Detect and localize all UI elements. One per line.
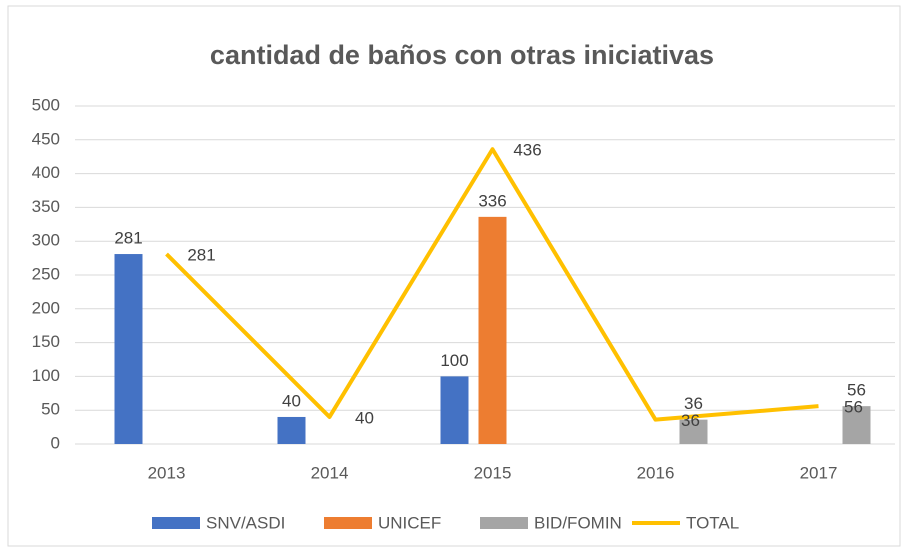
x-tick-label: 2015 <box>474 463 512 482</box>
data-label: 100 <box>440 351 468 370</box>
y-tick-label: 300 <box>32 231 60 250</box>
legend-label: SNV/ASDI <box>206 513 285 532</box>
bar <box>277 416 306 444</box>
chart-border <box>7 5 901 547</box>
data-label: 36 <box>684 394 703 413</box>
x-tick-label: 2016 <box>637 463 675 482</box>
data-label: 281 <box>114 229 142 248</box>
x-tick-label: 2013 <box>148 463 186 482</box>
y-tick-label: 350 <box>32 197 60 216</box>
data-label: 40 <box>282 391 301 410</box>
legend-label: UNICEF <box>378 513 441 532</box>
legend-swatch <box>480 517 528 529</box>
y-tick-label: 500 <box>32 95 60 114</box>
bar <box>478 216 507 444</box>
bar <box>440 376 469 444</box>
data-label: 40 <box>355 408 374 427</box>
legend-label: TOTAL <box>686 513 739 532</box>
y-tick-label: 250 <box>32 264 60 283</box>
data-label: 436 <box>513 141 541 160</box>
y-tick-label: 50 <box>41 400 60 419</box>
x-tick-label: 2014 <box>311 463 349 482</box>
y-tick-label: 450 <box>32 129 60 148</box>
y-tick-label: 200 <box>32 298 60 317</box>
data-label: 56 <box>847 381 866 400</box>
bar <box>114 254 143 444</box>
data-label: 56 <box>844 398 863 417</box>
bar <box>679 419 708 444</box>
y-tick-label: 400 <box>32 163 60 182</box>
data-label: 336 <box>478 191 506 210</box>
legend-label: BID/FOMIN <box>534 513 622 532</box>
data-label: 36 <box>681 411 700 430</box>
x-tick-label: 2017 <box>800 463 838 482</box>
bar <box>842 406 871 444</box>
data-label: 281 <box>187 246 215 265</box>
legend-swatch <box>324 517 372 529</box>
legend-swatch <box>152 517 200 529</box>
y-tick-label: 150 <box>32 332 60 351</box>
chart-title: cantidad de baños con otras iniciativas <box>210 40 714 70</box>
line <box>165 147 819 422</box>
y-tick-label: 0 <box>51 433 60 452</box>
y-tick-label: 100 <box>32 366 60 385</box>
